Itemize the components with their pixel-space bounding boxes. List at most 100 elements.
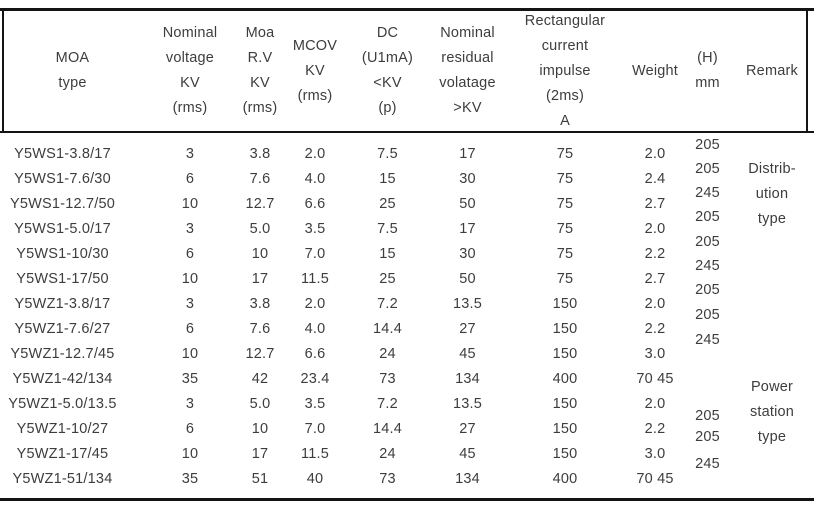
header-line: (p) xyxy=(378,100,397,116)
table-row: Y5WS1-17/50 10 17 11.5 25 50 75 2.7 xyxy=(0,267,685,292)
table-row: Y5WS1-10/30 6 10 7.0 15 30 75 2.2 xyxy=(0,242,685,267)
cell-weight: 3.0 xyxy=(644,346,666,362)
cell-residual-voltage: 30 xyxy=(459,246,476,262)
cell-impulse-current: 75 xyxy=(556,246,574,262)
header-line: Nominal xyxy=(162,25,218,41)
cell-moa-type: Y5WS1-17/50 xyxy=(16,271,109,287)
table-row: Y5WZ1-51/134 35 51 40 73 134 400 70 45 xyxy=(0,467,685,492)
header-line: (U1mA) xyxy=(361,50,414,66)
cell-mcov: 11.5 xyxy=(301,271,329,287)
table-row: Y5WS1-3.8/17 3 3.8 2.0 7.5 17 75 2.0 xyxy=(0,142,685,167)
height-value: 245 xyxy=(695,456,720,472)
cell-weight: 2.7 xyxy=(644,271,666,287)
cell-impulse-current: 400 xyxy=(552,371,578,387)
cell-nominal-voltage: 10 xyxy=(181,446,199,462)
cell-moa-type: Y5WZ1-51/134 xyxy=(12,471,113,487)
cell-residual-voltage: 13.5 xyxy=(452,296,483,312)
cell-dc-u1ma: 73 xyxy=(379,471,396,487)
header-line: impulse xyxy=(539,62,591,79)
cell-residual-voltage: 13.5 xyxy=(452,396,483,412)
cell-residual-voltage: 17 xyxy=(459,221,476,237)
cell-nominal-voltage: 6 xyxy=(185,246,195,262)
cell-impulse-current: 75 xyxy=(556,221,574,237)
cell-mcov: 3.5 xyxy=(304,221,326,237)
table-right-border xyxy=(806,8,808,132)
header-line: (H) xyxy=(697,50,718,66)
cell-moa-type: Y5WZ1-10/27 xyxy=(16,421,109,437)
cell-nominal-voltage: 10 xyxy=(181,346,199,362)
header-line: KV xyxy=(250,75,270,91)
cell-moa-rv: 12.7 xyxy=(245,196,275,212)
cell-nominal-voltage: 6 xyxy=(185,321,195,337)
table-row: Y5WZ1-17/45 10 17 11.5 24 45 150 3.0 xyxy=(0,442,685,467)
cell-impulse-current: 150 xyxy=(552,446,578,462)
header-line: MCOV xyxy=(292,37,338,54)
cell-impulse-current: 75 xyxy=(556,146,574,162)
height-value: 205 xyxy=(695,161,720,177)
remark-distribution-type: Distrib-ution type xyxy=(730,157,814,232)
cell-nominal-voltage: 6 xyxy=(185,171,195,187)
table-row: Y5WZ1-12.7/45 10 12.7 6.6 24 45 150 3.0 xyxy=(0,342,685,367)
cell-mcov: 4.0 xyxy=(304,171,326,187)
remark-column: Distrib-ution type Power station type xyxy=(730,133,814,497)
cell-nominal-voltage: 35 xyxy=(181,371,199,387)
cell-moa-rv: 17 xyxy=(251,446,269,462)
height-value: 205 xyxy=(695,429,720,445)
cell-residual-voltage: 50 xyxy=(459,271,476,287)
cell-mcov: 7.0 xyxy=(304,246,326,262)
cell-moa-type: Y5WS1-10/30 xyxy=(16,246,109,262)
cell-moa-type: Y5WZ1-17/45 xyxy=(16,446,109,462)
cell-moa-type: Y5WZ1-12.7/45 xyxy=(10,346,115,362)
cell-impulse-current: 150 xyxy=(552,421,578,437)
cell-weight: 70 45 xyxy=(636,371,674,387)
table-row: Y5WZ1-10/27 6 10 7.0 14.4 27 150 2.2 xyxy=(0,417,685,442)
cell-mcov: 11.5 xyxy=(301,446,329,462)
cell-dc-u1ma: 14.4 xyxy=(372,321,403,337)
cell-moa-type: Y5WS1-7.6/30 xyxy=(14,171,111,187)
cell-dc-u1ma: 15 xyxy=(379,171,396,187)
table-row: Y5WZ1-42/134 35 42 23.4 73 134 400 70 45 xyxy=(0,367,685,392)
header-mcov: MCOV KV (rms) xyxy=(285,11,345,131)
cell-moa-type: Y5WS1-12.7/50 xyxy=(10,196,115,212)
height-column: 205 205 245 205 205 245 205 205 245 205 205 245 xyxy=(685,133,730,497)
header-line: (2ms) xyxy=(545,87,585,104)
header-line: type xyxy=(58,75,87,91)
header-remark: Remark xyxy=(730,11,814,131)
cell-impulse-current: 75 xyxy=(556,171,574,187)
cell-mcov: 2.0 xyxy=(304,146,326,162)
header-line: (rms) xyxy=(172,100,208,116)
cell-impulse-current: 75 xyxy=(556,196,574,212)
header-line: (rms) xyxy=(242,100,278,116)
height-value: 245 xyxy=(695,332,720,348)
cell-weight: 2.7 xyxy=(644,196,666,212)
table-bottom-border xyxy=(0,498,814,501)
cell-weight: 2.2 xyxy=(644,421,666,437)
cell-weight: 2.0 xyxy=(644,296,666,312)
cell-moa-rv: 10 xyxy=(251,421,269,437)
cell-mcov: 40 xyxy=(306,471,324,487)
header-line: Moa xyxy=(245,25,275,41)
cell-dc-u1ma: 24 xyxy=(379,446,396,462)
header-line: MOA xyxy=(55,50,90,66)
cell-dc-u1ma: 73 xyxy=(379,371,396,387)
cell-moa-rv: 10 xyxy=(251,246,269,262)
header-nominal-voltage: Nominal voltage KV (rms) xyxy=(145,11,235,131)
cell-dc-u1ma: 7.2 xyxy=(377,396,398,412)
cell-weight: 70 45 xyxy=(636,471,674,487)
header-line: mm xyxy=(695,75,720,91)
header-weight: Weight xyxy=(625,11,685,131)
cell-moa-rv: 3.8 xyxy=(249,146,271,162)
cell-nominal-voltage: 6 xyxy=(185,421,195,437)
cell-residual-voltage: 45 xyxy=(459,446,476,462)
header-line: >KV xyxy=(453,100,482,116)
remark-line: ution xyxy=(755,186,789,202)
cell-nominal-voltage: 10 xyxy=(181,196,199,212)
cell-moa-type: Y5WZ1-42/134 xyxy=(12,371,113,387)
table-row: Y5WZ1-7.6/27 6 7.6 4.0 14.4 27 150 2.2 xyxy=(0,317,685,342)
remark-power-station-type: Power station type xyxy=(730,375,814,450)
cell-mcov: 3.5 xyxy=(304,396,326,412)
header-line: KV xyxy=(305,62,325,79)
cell-weight: 2.0 xyxy=(644,221,666,237)
cell-weight: 2.0 xyxy=(644,396,666,412)
cell-nominal-voltage: 10 xyxy=(181,271,199,287)
